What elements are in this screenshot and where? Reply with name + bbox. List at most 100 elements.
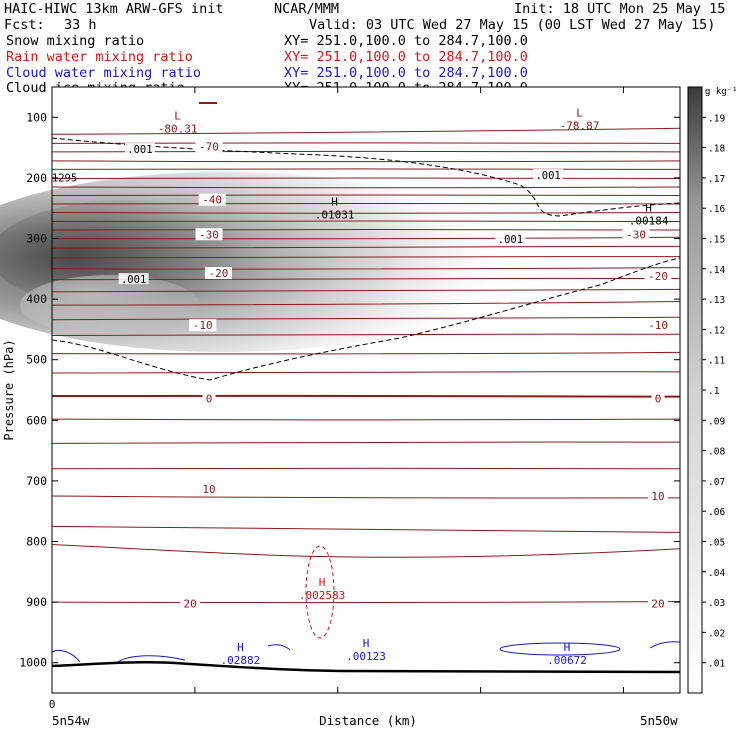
field-cloudwater-xy: XY= 251.0,100.0 to 284.7,100.0: [284, 65, 528, 81]
extremum-kind: L: [576, 106, 583, 119]
contour-label: .001: [127, 144, 152, 156]
extremum-kind: H: [237, 641, 244, 654]
temperature-contour: [51, 220, 681, 223]
colorbar-tick-label: .16: [708, 204, 725, 215]
field-cloudwater-name: Cloud water mixing ratio: [6, 65, 202, 81]
colorbar-tick-label: .03: [708, 598, 725, 609]
temperature-contour: [51, 418, 681, 421]
rain-contour: [305, 545, 335, 639]
y-tick-label: 1000: [19, 656, 47, 670]
temperature-contour: [51, 267, 681, 270]
plot-border: [51, 86, 681, 694]
temperature-contour: [51, 467, 681, 470]
colorbar-tick-label: .12: [708, 325, 725, 336]
contour-label-bg: [533, 168, 564, 180]
cloud-water-contour: [649, 641, 681, 649]
y-tick-label: 700: [26, 474, 47, 488]
temperature-label: -30: [626, 228, 646, 241]
extremum-value: -80.31: [158, 122, 198, 135]
temperature-contour: [51, 525, 681, 533]
extremum-kind: L: [174, 109, 181, 122]
temperature-contour: [51, 127, 681, 135]
temperature-contour: [51, 371, 681, 374]
y-axis-title: Pressure (hPa): [2, 339, 16, 440]
header-init: Init: 18 UTC Mon 25 May 15: [514, 1, 726, 17]
colorbar-tick-label: .15: [708, 235, 725, 246]
cloud-water-contour: [499, 642, 621, 656]
temperature-label-bg: [644, 270, 672, 283]
temperature-contour: [51, 333, 681, 336]
temperature-contour: [51, 495, 681, 499]
header-title: HAIC-HIWC 13km ARW-GFS init: [4, 1, 224, 17]
temperature-label-bg: [204, 267, 232, 280]
temperature-contours: [51, 127, 681, 604]
x-axis: 0: [49, 87, 624, 711]
cloud-water-contour: [117, 655, 186, 663]
temperature-contour: [51, 351, 681, 355]
x-endpoint-right: 5n50w: [640, 713, 678, 728]
y-tick-label: 200: [26, 171, 47, 185]
temperature-label-bg: [199, 482, 219, 495]
contour-label-bg: [124, 142, 155, 154]
field-snow-xy: XY= 251.0,100.0 to 284.7,100.0: [284, 33, 528, 49]
y-tick-label: 100: [26, 110, 47, 124]
colorbar-tick-label: .01: [708, 659, 725, 670]
temperature-contour: [51, 229, 681, 231]
cloud-water-contour: [51, 649, 81, 663]
temperature-label-bg: [180, 597, 201, 610]
temperature-label: -70: [199, 140, 219, 153]
field-snow-name: Snow mixing ratio: [6, 33, 145, 49]
temperature-label: 10: [651, 490, 664, 503]
temperature-label-bg: [195, 228, 223, 241]
temperature-contour: [51, 441, 681, 444]
colorbar-tick-label: .14: [708, 265, 725, 276]
x-axis-title: Distance (km): [319, 713, 417, 728]
temperature-contour: [51, 211, 681, 214]
header-org: NCAR/MMM: [274, 1, 340, 17]
temperature-label-bg: [202, 392, 216, 405]
extremum-value: .00672: [547, 654, 587, 667]
contour-labels: -70 -40 -30 -30 -20 -20 -10 -10 0 0 10 10 20 20 .001 .0…: [52, 106, 672, 667]
colorbar-tick-label: .05: [708, 538, 725, 549]
temperature-label-bg: [195, 140, 223, 153]
extremum-value: -78.87: [560, 119, 600, 132]
y-tick-label: 500: [26, 353, 47, 367]
y-tick-label: 600: [26, 413, 47, 427]
temperature-contour: [51, 186, 681, 189]
contour-label: .001: [498, 234, 523, 246]
colorbar-tick-label: .19: [708, 113, 725, 124]
cloud-water-contour: [267, 644, 291, 651]
extremum-value: .02882: [221, 654, 261, 667]
contour-label-bg: [118, 273, 149, 285]
colorbar-tick-label: .09: [708, 416, 725, 427]
extremum-kind: H: [363, 637, 370, 650]
extremum-value: .002583: [299, 589, 345, 602]
temperature-contour: [51, 160, 681, 163]
y-tick-label: 400: [26, 292, 47, 306]
temperature-contour: [51, 194, 681, 196]
colorbar-tick-label: .02: [708, 628, 725, 639]
colorbar-tick-label: .18: [708, 144, 725, 155]
temperature-label: 0: [206, 392, 213, 405]
temperature-label: 20: [184, 597, 197, 610]
y-tick-label: 900: [26, 595, 47, 609]
temperature-contour: [51, 394, 681, 398]
extremum-value: .00184: [629, 214, 669, 227]
temperature-label: -30: [199, 228, 219, 241]
y-tick-label: 300: [26, 232, 47, 246]
x-tick-label: 0: [49, 698, 56, 711]
extremum-value: .01031: [315, 208, 355, 221]
y-tick-label: 800: [26, 535, 47, 549]
colorbar-tick-label: .17: [708, 174, 725, 185]
temperature-label-bg: [644, 319, 672, 332]
colorbar-tick-label: .11: [708, 356, 725, 367]
temperature-label-bg: [622, 228, 650, 241]
terrain-line: [51, 661, 681, 674]
temperature-label-bg: [648, 490, 669, 503]
temperature-contour: [51, 236, 681, 240]
temperature-contour: [51, 544, 681, 558]
colorbar-tick-label: .07: [708, 477, 725, 488]
header-fcst-value: 33 h: [64, 17, 97, 33]
